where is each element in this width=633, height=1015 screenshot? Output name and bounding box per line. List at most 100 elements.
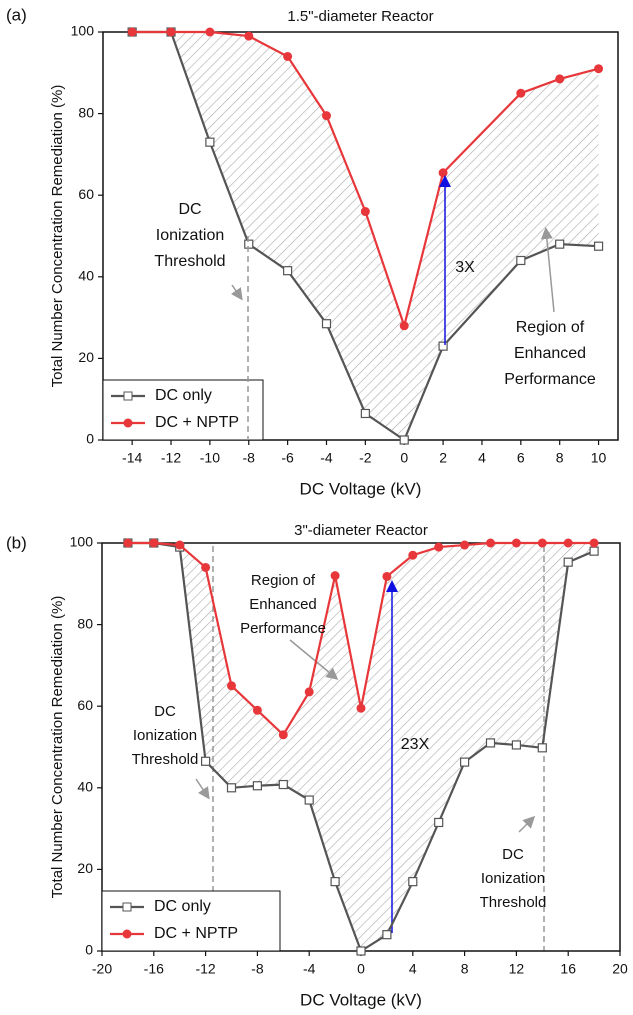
point — [244, 31, 254, 41]
point — [227, 681, 236, 691]
y-tick-label: 20 — [77, 860, 93, 876]
y-tick-label: 80 — [78, 104, 94, 120]
point — [304, 795, 314, 805]
point — [511, 740, 522, 750]
point — [516, 88, 526, 98]
y-tick-label: 20 — [78, 349, 94, 365]
annotation: 3X — [455, 259, 475, 276]
series-line — [132, 30, 599, 442]
point — [149, 538, 159, 548]
x-tick-label: 6 — [517, 450, 525, 466]
point — [205, 137, 215, 147]
legend-label: DC only — [154, 898, 211, 915]
point — [205, 27, 215, 37]
y-tick-label: 100 — [70, 534, 94, 550]
annotation: Region of — [251, 572, 316, 589]
annotation: Ionization — [133, 727, 197, 744]
y-tick-label: 100 — [71, 23, 95, 39]
point — [399, 321, 409, 331]
x-tick-label: 10 — [591, 450, 607, 466]
point — [166, 27, 176, 37]
legend-marker — [122, 902, 132, 912]
annotation: DC — [502, 846, 524, 863]
x-tick-label: -6 — [281, 450, 294, 466]
point — [516, 255, 526, 266]
y-axis-label: Total Number Concentration Remediation (… — [49, 85, 66, 388]
point — [278, 730, 288, 740]
x-tick-label: -12 — [195, 961, 215, 977]
annotation: Threshold — [154, 253, 225, 270]
x-tick-label: 16 — [560, 961, 576, 977]
point — [438, 168, 448, 178]
point — [408, 550, 418, 560]
x-tick-label: 20 — [612, 961, 628, 977]
series-line — [132, 30, 599, 330]
point — [555, 239, 565, 249]
x-tick-label: -4 — [303, 961, 316, 977]
annotation: Ionization — [156, 227, 225, 244]
point — [330, 877, 340, 887]
point — [434, 817, 444, 828]
point — [283, 266, 293, 276]
x-tick-label: -20 — [92, 961, 112, 977]
point — [123, 538, 133, 548]
point — [563, 538, 573, 548]
chart-title: 1.5"-diameter Reactor — [287, 8, 433, 25]
plot-frame — [102, 31, 619, 441]
x-tick-label: -12 — [161, 450, 181, 466]
point — [283, 51, 293, 61]
point — [555, 74, 565, 84]
point — [304, 687, 314, 697]
x-tick-label: 2 — [439, 450, 447, 466]
point — [252, 781, 262, 791]
point — [438, 341, 448, 351]
annotation: DC — [154, 703, 176, 720]
x-tick-label: -16 — [144, 961, 164, 977]
annotation: Ionization — [481, 870, 545, 887]
x-tick-label: -8 — [243, 450, 256, 466]
legend-marker — [122, 929, 132, 939]
point — [460, 540, 470, 550]
annotation: Enhanced — [514, 345, 586, 362]
panel-label: (a) — [6, 5, 27, 24]
y-tick-label: 80 — [77, 615, 93, 631]
x-tick-label: 4 — [478, 450, 486, 466]
annotation: Enhanced — [249, 596, 317, 613]
legend-marker — [123, 418, 133, 428]
point — [486, 538, 495, 548]
x-tick-label: 8 — [556, 450, 564, 466]
x-tick-label: 0 — [400, 450, 408, 466]
legend-label: DC + NPTP — [154, 925, 238, 942]
point — [399, 435, 409, 445]
y-tick-label: 0 — [85, 942, 93, 958]
y-tick-label: 40 — [77, 779, 93, 795]
point — [434, 542, 444, 552]
annotation: 23X — [401, 736, 430, 753]
point — [593, 241, 604, 251]
x-tick-label: -14 — [122, 450, 142, 466]
enhanced-region — [127, 543, 595, 951]
point — [321, 111, 331, 121]
point — [594, 64, 604, 74]
point — [408, 877, 418, 887]
x-tick-label: 0 — [357, 961, 365, 977]
chart-title: 3"-diameter Reactor — [294, 522, 428, 539]
point — [511, 538, 521, 548]
x-tick-label: -2 — [359, 450, 372, 466]
y-tick-label: 60 — [78, 186, 94, 202]
y-tick-label: 0 — [86, 431, 94, 447]
point — [360, 408, 370, 419]
legend-box — [102, 379, 264, 441]
x-tick-label: 12 — [509, 961, 525, 977]
annotation: Performance — [504, 371, 596, 388]
annotation: DC — [178, 201, 201, 218]
legend-label: DC only — [155, 387, 212, 404]
point — [175, 540, 185, 550]
annotation: Threshold — [480, 894, 547, 911]
point — [356, 703, 366, 713]
x-axis-label: DC Voltage (kV) — [300, 479, 422, 498]
y-tick-label: 60 — [77, 697, 93, 713]
point — [278, 779, 288, 790]
point — [460, 757, 470, 767]
